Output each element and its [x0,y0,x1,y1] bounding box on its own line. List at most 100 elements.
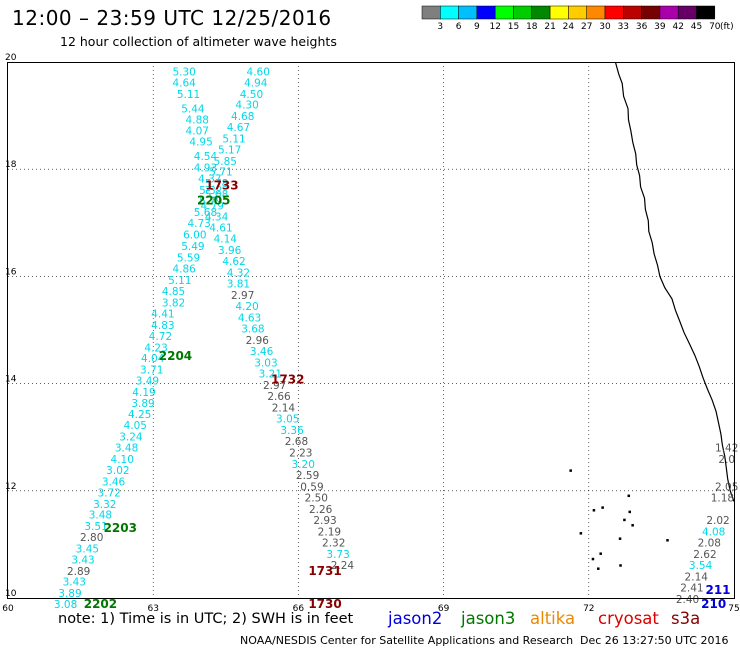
wave-height-value: 3.46 [250,346,274,358]
wave-height-value: 5.85 [214,156,237,168]
legend-swatch [568,5,587,20]
wave-height-value: 4.83 [151,320,174,332]
wave-height-value: 4.14 [214,234,238,246]
wave-height-value: 2.41 [680,583,703,595]
wave-height-value: 3.73 [326,549,349,561]
wave-height-value: 4.85 [162,286,185,298]
pass-time-label: 1732 [271,373,304,387]
legend-label: 6 [456,22,462,32]
wave-height-value: 5.78 [205,178,228,190]
island [599,552,602,555]
wave-height-value: 3.02 [106,465,129,477]
wave-height-value: 3.72 [97,488,120,500]
wave-height-value: 4.64 [172,78,196,90]
map-subtitle: 12 hour collection of altimeter wave hei… [60,34,337,49]
wave-height-value: 4.79 [201,200,224,212]
wave-height-value: 4.88 [186,115,209,127]
wave-height-value: 3.43 [71,555,94,567]
wave-height-value: 2.62 [693,549,716,561]
legend-label: 24 [563,22,575,32]
color-legend: 3 6 9 12 15 18 21 24 27 30 33 36 39 42 45 70 (ft) [421,5,734,32]
wave-height-value: 4.08 [702,526,725,538]
island [597,567,600,570]
legend-label: 39 [654,22,666,32]
wave-height-value: 4.60 [247,66,270,78]
wave-height-value: 4.32 [227,267,250,279]
footnote: note: 1) Time is in UTC; 2) SWH is in fe… [58,611,354,627]
wave-height-value: 3.48 [89,510,112,522]
legend-label: 45 [691,22,702,32]
legend-swatch [641,5,661,20]
wave-height-value: 3.32 [93,499,116,511]
island [579,532,583,535]
wave-height-value: 4.68 [231,111,254,123]
wave-height-value: 3.54 [689,560,713,572]
wave-height-value: 2.32 [322,538,345,550]
lat-tick-label: 12 [5,482,16,492]
legend-swatch [513,5,533,20]
wave-height-value: 4.72 [149,331,172,343]
axis-labels: 60 63 66 69 72 75 10 12 14 16 18 20 [2,53,739,614]
island [623,518,626,522]
wave-height-value: 4.54 [194,151,218,163]
wave-height-value: 2.26 [309,504,333,516]
wave-height-value: 5.59 [177,252,200,264]
wave-height-value: 2.66 [267,391,291,403]
wave-height-value: 2.96 [246,335,270,347]
pass-time-label: 2203 [104,521,137,535]
legend-label: 70 [709,22,721,32]
wave-height-value: 4.62 [222,256,245,268]
wave-height-value: 2.89 [67,566,90,578]
wave-height-value: 3.51 [84,521,107,533]
lon-tick-label: 75 [728,604,739,614]
island [631,524,634,527]
island [618,537,622,540]
wave-height-value: 1.18 [711,493,734,505]
wave-height-value: 3.82 [162,297,185,309]
wave-height-value: 5.11 [168,275,191,287]
lat-tick-label: 16 [5,267,17,277]
lat-tick-label: 18 [5,160,17,170]
legend-swatch [421,5,441,20]
lon-tick-label: 63 [147,604,158,614]
island [619,564,622,567]
wave-height-value: 4.93 [194,162,217,174]
wave-height-value: 3.05 [276,414,299,426]
island [666,539,669,542]
wave-height-value: 5.49 [181,241,204,253]
legend-label: 42 [672,22,683,32]
legend-label: 3 [437,22,443,32]
wave-height-value: 2.59 [296,470,319,482]
lon-tick-label: 66 [293,604,305,614]
wave-height-value: 2.80 [80,532,103,544]
wave-height-value: 2.19 [318,526,341,538]
legend-label: 33 [618,22,629,32]
wave-height-value: 3.36 [280,425,304,437]
legend-swatch [531,5,551,20]
legend-swatch [696,5,716,20]
lat-tick-label: 14 [5,375,17,385]
island [601,506,604,509]
legend-label: 12 [489,22,500,32]
legend-swatch [494,5,514,20]
wave-height-value: 5.68 [194,207,217,219]
wave-height-value: 3.43 [63,577,86,589]
legend-label: 21 [544,22,555,32]
wave-height-value: 2.24 [331,560,355,572]
wave-height-value: 0.59 [300,481,323,493]
island [591,557,595,561]
wave-height-value: 3.48 [115,443,138,455]
legend-swatch [458,5,478,20]
legend-swatch [623,5,642,20]
wave-height-value: 2.93 [313,515,336,527]
wave-height-value: 4.34 [205,212,229,224]
wave-height-value: 4.04 [141,353,165,365]
wave-height-value: 3.08 [54,599,77,611]
coastline [569,61,735,570]
wave-height-value: 2.02 [706,515,729,527]
wave-height-readings: 5.304.645.115.444.884.074.954.544.934.37… [54,66,739,611]
wave-height-value: 3.21 [259,369,282,381]
wave-height-value: 3.68 [241,324,264,336]
wave-height-value: 5.79 [199,196,222,208]
wave-height-value: 3.45 [76,543,99,555]
